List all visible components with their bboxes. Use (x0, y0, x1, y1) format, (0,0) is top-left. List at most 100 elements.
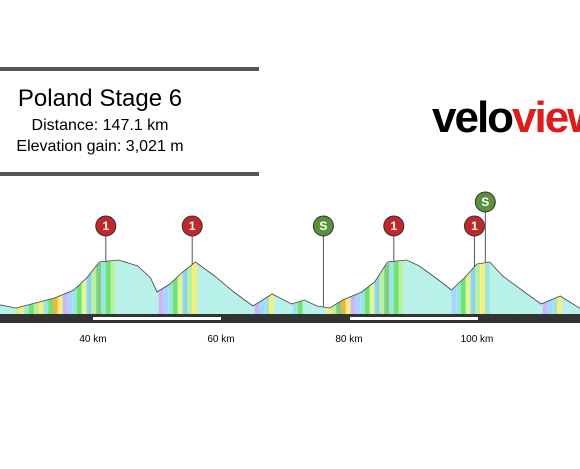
profile-outline (0, 259, 580, 309)
road-highlight-1 (93, 317, 221, 320)
marker-label: S (481, 195, 489, 209)
profile-segment (350, 294, 356, 314)
profile-segment (115, 260, 121, 314)
climb-marker (383, 215, 405, 237)
marker-label: 1 (390, 219, 397, 233)
marker-label: 1 (471, 219, 478, 233)
profile-segment (249, 303, 255, 314)
axis-ticks: 40 km 60 km 80 km 100 km (79, 334, 493, 345)
profile-segment (19, 305, 25, 314)
profile-segment (86, 272, 92, 314)
profile-segment (398, 260, 404, 314)
marker-label: 1 (189, 219, 196, 233)
climb-marker (463, 215, 485, 237)
profile-segment (225, 285, 231, 314)
profile-segment (125, 262, 130, 314)
profile-segment (417, 265, 423, 314)
profile-segment (278, 297, 284, 314)
profile-segment (355, 292, 361, 314)
profile-segment (561, 297, 567, 314)
profile-segment (72, 287, 77, 314)
profile-segment (144, 272, 149, 314)
axis-tick-label: 80 km (335, 334, 362, 345)
profile-segment (485, 262, 490, 314)
profile-segment (317, 306, 322, 314)
profile-segment (110, 260, 116, 314)
sprint-marker (474, 191, 496, 213)
profile-segment (38, 300, 44, 314)
profile-segment (369, 282, 375, 314)
profile-segment (29, 303, 34, 314)
stage-elevation-gain: Elevation gain: 3,021 m (16, 138, 184, 155)
profile-segment (211, 273, 217, 314)
profile-segment (24, 304, 29, 314)
profile-segment (96, 261, 101, 314)
profile-segment (446, 286, 452, 314)
axis-tick-label: 40 km (79, 334, 106, 345)
profile-segment (139, 267, 145, 314)
profile-segment (365, 285, 370, 314)
profile-segment (91, 266, 97, 314)
profile-segment (216, 277, 221, 314)
profile-segment (192, 263, 197, 314)
profile-segment (5, 305, 10, 314)
profile-segment (470, 265, 476, 314)
profile-segment (283, 299, 289, 314)
profile-segment (413, 263, 418, 314)
axis-tick-label: 60 km (207, 334, 234, 345)
profile-segment (345, 296, 351, 314)
profile-segment (566, 300, 572, 314)
profile-segment (197, 263, 202, 314)
profile-segment (571, 303, 577, 314)
marker-lines (105, 212, 486, 307)
profile-segment (494, 267, 500, 314)
profile-segment (273, 294, 279, 314)
profile-segment (158, 288, 164, 314)
profile-segment (456, 281, 461, 314)
profile-segment (293, 302, 298, 314)
logo-velo: velo (432, 93, 514, 142)
profile-segment (105, 260, 111, 314)
profile-segment (297, 300, 303, 314)
profile-segment (288, 302, 293, 314)
profile-segment (269, 294, 274, 314)
sprint-marker (312, 215, 334, 237)
markers: 1 1 S 1 1S (95, 191, 496, 237)
profile-segment (14, 307, 20, 314)
profile-segment (427, 271, 433, 314)
profile-segment (0, 305, 6, 314)
profile-segment (163, 285, 169, 314)
profile-segment (489, 262, 495, 314)
profile-segment (120, 260, 125, 314)
profile-segment (129, 263, 135, 314)
profile-segment (221, 281, 226, 314)
profile-segment (465, 271, 471, 314)
marker-label: S (319, 219, 327, 233)
profile-segments (0, 259, 580, 314)
stage-info-panel: Poland Stage 6 Distance: 147.1 km Elevat… (0, 67, 259, 176)
profile-segment (81, 278, 87, 314)
profile-segment (552, 297, 557, 314)
profile-segment (437, 278, 442, 314)
profile-segment (547, 299, 553, 314)
profile-segment (480, 262, 485, 314)
profile-segment (230, 289, 236, 314)
profile-segment (67, 290, 73, 314)
profile-segment (341, 298, 346, 314)
profile-segment (187, 264, 193, 314)
profile-segment (441, 282, 447, 314)
profile-segment (240, 296, 245, 314)
profile-segment (542, 301, 548, 314)
profile-segment (384, 261, 389, 314)
road-highlight-2 (350, 317, 478, 320)
road-bar (0, 314, 580, 323)
profile-segment (235, 293, 241, 314)
profile-segment (201, 266, 207, 314)
profile-segment (53, 296, 58, 314)
profile-segment (206, 270, 212, 314)
profile-segment (254, 302, 260, 314)
profile-segment (62, 292, 68, 314)
profile-segment (182, 268, 188, 314)
bottom-divider (0, 172, 259, 176)
